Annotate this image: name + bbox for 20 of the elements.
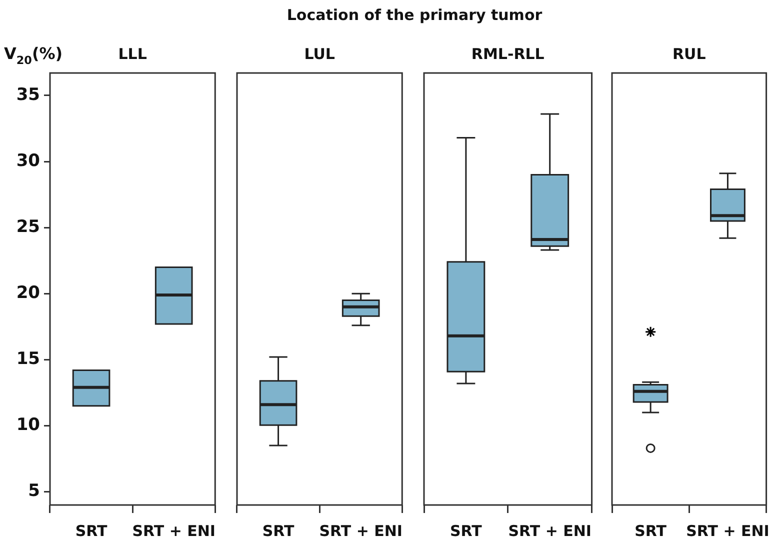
y-tick-label: 30 (16, 150, 40, 171)
y-tick-label: 10 (16, 415, 40, 436)
y-tick-label: 15 (16, 349, 40, 370)
x-tick-label: SRT (262, 522, 295, 540)
x-tick-label: SRT (634, 522, 668, 540)
text: Location of the primary tumor (286, 6, 544, 24)
chart-title: RUL (672, 45, 706, 63)
x-tick-label: SRT (450, 522, 483, 540)
y-tick-label: 25 (16, 216, 40, 237)
y-tick-label: 35 (16, 84, 40, 105)
y-tick-label: 20 (16, 283, 40, 304)
chart-title: RML-RLL (471, 45, 545, 63)
chart-title: LLL (118, 45, 148, 63)
x-tick-label: SRT + ENI (319, 522, 403, 540)
x-tick-label: SRT + ENI (686, 522, 770, 540)
x-tick-label: SRT + ENI (508, 522, 592, 540)
y-tick-label: 5 (28, 481, 40, 502)
chart-title: LUL (304, 45, 336, 63)
x-tick-label: SRT + ENI (132, 522, 216, 540)
x-tick-label: SRT (75, 522, 108, 540)
